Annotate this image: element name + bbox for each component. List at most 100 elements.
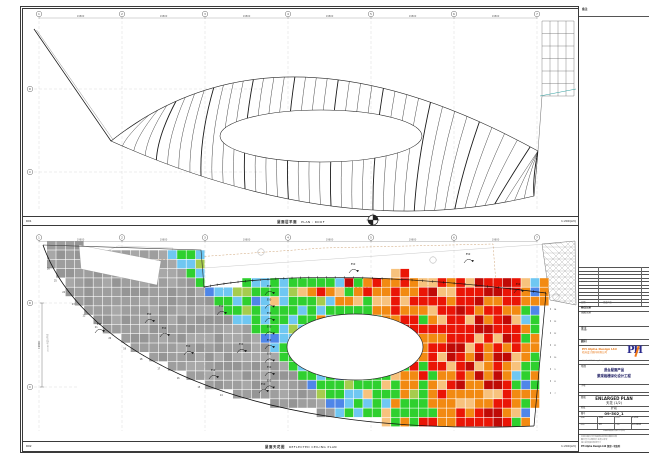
caption-english: PLAN : ROOF: [301, 219, 325, 224]
svg-text:550: 550: [267, 312, 272, 315]
svg-text:5: 5: [370, 12, 372, 16]
divider: [579, 406, 649, 407]
revision-row-line: [579, 298, 649, 300]
svg-text:1: 1: [38, 236, 40, 240]
svg-text:550: 550: [219, 305, 224, 308]
divider: [579, 345, 649, 346]
svg-text:4: 4: [287, 12, 289, 16]
svg-text:550: 550: [267, 353, 272, 356]
svg-text:550: 550: [162, 327, 167, 330]
svg-text:±0.000 标高分界线: ±0.000 标高分界线: [46, 334, 50, 352]
svg-text:19800: 19800: [326, 15, 334, 18]
svg-text:1: 1: [38, 12, 40, 16]
svg-text:550: 550: [466, 253, 471, 256]
project-name-line1: 退台屋面产品: [603, 368, 625, 372]
divider: [579, 310, 649, 312]
svg-text:550: 550: [186, 345, 191, 348]
footer-line: 施工前须核对现场尺寸: [581, 442, 602, 444]
divider: [579, 422, 649, 424]
firm-address: Unit A, 00/F, Hong Kong: [582, 359, 604, 362]
svg-text:17: 17: [157, 368, 160, 371]
svg-text:19800: 19800: [160, 239, 168, 242]
divider: [579, 360, 649, 361]
svg-text:19800: 19800: [492, 239, 500, 242]
firm-logo: PH: [625, 345, 647, 358]
footer-line: 图中尺寸以毫米计 标高以米计: [581, 438, 608, 441]
divider: [579, 306, 649, 307]
svg-text:8: 8: [554, 381, 556, 383]
svg-text:7: 7: [536, 12, 538, 16]
svg-text:550: 550: [97, 323, 102, 326]
micro-note: 本图纸版权归设计方所有: [602, 429, 625, 432]
field-label: 日期: [615, 423, 620, 426]
svg-text:6: 6: [453, 12, 455, 16]
svg-text:15: 15: [198, 386, 201, 389]
divider: [579, 392, 649, 393]
svg-text:2: 2: [121, 236, 123, 240]
svg-text:13: 13: [554, 321, 557, 323]
dwg-no-value: 09-502_1: [604, 410, 624, 416]
stage-value: 扩初: [610, 406, 617, 410]
svg-text:14: 14: [220, 394, 223, 397]
field-value: MW: [599, 416, 604, 419]
svg-text:19800: 19800: [243, 15, 251, 18]
client-sublabel: CLIENT: [581, 330, 588, 332]
svg-text:3: 3: [204, 12, 206, 16]
notes-label: 备注: [582, 7, 588, 11]
svg-text:550: 550: [267, 339, 272, 342]
view-ref-label: R01: [26, 219, 32, 224]
field-label: 比例: [615, 417, 620, 419]
field-value: 1:200: [632, 416, 639, 419]
view-scale: 1:200(A3): [561, 219, 576, 224]
svg-text:21: 21: [95, 326, 98, 329]
firm-name: PH Alpha Design Ltd: [582, 346, 617, 351]
svg-text:550: 550: [267, 380, 272, 383]
svg-text:7: 7: [536, 236, 538, 240]
revision-row-line: [579, 295, 649, 296]
svg-text:550: 550: [267, 326, 272, 329]
field-value: 12.2008: [632, 422, 642, 426]
view-scale: 1:200(A3): [561, 444, 576, 449]
revision-row-line: [579, 302, 649, 303]
svg-text:D: D: [29, 301, 31, 305]
footer-line: 未经书面许可不得复制或转载本图纸内容: [581, 435, 618, 438]
caption-english: REFLECTED CEILING PLAN: [288, 444, 337, 449]
divider: [579, 395, 649, 396]
svg-text:550: 550: [211, 369, 216, 372]
svg-text:C: C: [29, 385, 31, 389]
svg-text:550: 550: [147, 313, 152, 316]
svg-text:26: 26: [47, 267, 50, 270]
ceiling-plan-frame: 1 2 3 4 5 6 7 19800 19800 19800 19800 19800 19800 D C 1…: [22, 225, 580, 443]
client-label: 业主: [581, 326, 587, 330]
svg-text:19800: 19800: [409, 239, 417, 242]
svg-text:7: 7: [554, 393, 556, 395]
svg-text:6: 6: [453, 236, 455, 240]
svg-text:19800: 19800: [492, 15, 500, 18]
svg-text:550: 550: [261, 383, 266, 386]
field-label: 审核: [580, 423, 585, 426]
field-label: 制图: [580, 417, 585, 419]
drawing-title-label: 图名: [581, 396, 587, 399]
revision-row-line: [579, 288, 649, 289]
ceiling-plan-caption: R02 屋面天花图 REFLECTED CEILING PLAN 1:200(A…: [22, 441, 580, 452]
stage-label: 阶段: [581, 406, 586, 410]
svg-text:19800: 19800: [77, 15, 85, 18]
revision-col-line: [641, 267, 642, 306]
svg-text:11: 11: [554, 345, 557, 347]
revision-row-line: [579, 270, 649, 272]
svg-text:C: C: [29, 170, 31, 174]
title-block: 备注 日期 修改内容 修改记录 出图记录 业主 CLIENT 顾问 PH Alp…: [578, 6, 649, 452]
svg-text:19800: 19800: [77, 239, 85, 242]
roof-plan-drawing: 1 2 3 4 5 6 7 19800 19800 19800 19800 19800 19800 D C: [26, 10, 577, 212]
firm-name-cn: 栢涛设计顾问有限公司: [582, 350, 608, 354]
issue-label: 出图记录: [581, 310, 592, 314]
svg-text:14: 14: [554, 309, 557, 311]
revision-col-line: [598, 267, 599, 306]
svg-text:5: 5: [370, 236, 372, 240]
svg-text:D: D: [29, 87, 31, 91]
revision-row-line: [579, 274, 649, 275]
dwg-no-label: 图号: [581, 411, 586, 415]
field-value: PH: [599, 422, 602, 426]
svg-text:19: 19: [123, 348, 126, 351]
